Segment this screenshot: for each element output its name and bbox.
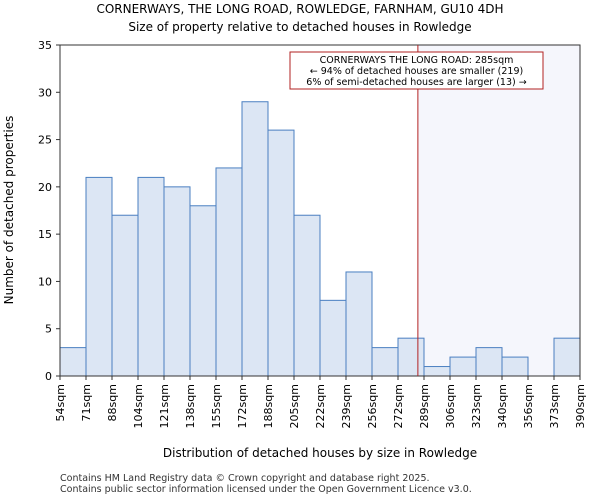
bar	[345, 271, 373, 377]
bar	[293, 214, 321, 377]
bar	[163, 186, 191, 377]
chart-title: CORNERWAYS, THE LONG ROAD, ROWLEDGE, FAR…	[96, 2, 503, 16]
x-tick-label: 205sqm	[288, 384, 301, 428]
bar	[449, 356, 477, 377]
x-tick-label: 323sqm	[470, 384, 483, 428]
y-tick-label: 5	[45, 323, 52, 336]
y-tick-label: 15	[38, 228, 52, 241]
x-tick-label: 138sqm	[184, 384, 197, 428]
x-tick-label: 373sqm	[548, 384, 561, 428]
bar	[111, 214, 139, 377]
highlight-region	[417, 45, 580, 376]
plot-area: 0 5 10 15 20 25 30 35 54sqm 71sqm 88sqm 104sqm 121sq…	[38, 39, 587, 428]
y-axis-label: Number of detached properties	[2, 116, 16, 305]
x-tick-label: 356sqm	[522, 384, 535, 428]
bar	[319, 299, 347, 377]
bar	[371, 347, 399, 377]
annotation-text: ← 94% of detached houses are smaller (21…	[310, 66, 523, 77]
x-tick-label: 54sqm	[54, 384, 67, 421]
annotation-text: CORNERWAYS THE LONG ROAD: 285sqm	[320, 55, 514, 66]
x-tick-label: 188sqm	[262, 384, 275, 428]
bar	[397, 337, 425, 377]
y-tick-label: 20	[38, 181, 52, 194]
y-tick-label: 30	[38, 86, 52, 99]
bar	[215, 167, 243, 377]
x-tick-label: 155sqm	[210, 384, 223, 428]
x-tick-label: 222sqm	[314, 384, 327, 428]
bar	[475, 347, 503, 377]
x-tick-label: 306sqm	[444, 384, 457, 428]
x-tick-label: 390sqm	[574, 384, 587, 428]
bar	[241, 101, 269, 377]
y-tick-label: 25	[38, 134, 52, 147]
x-tick-label: 121sqm	[158, 384, 171, 428]
bar	[553, 337, 581, 377]
bar	[59, 347, 87, 377]
bar	[85, 176, 113, 377]
x-tick-label: 104sqm	[132, 384, 145, 428]
x-tick-label: 172sqm	[236, 384, 249, 428]
bar	[137, 176, 165, 377]
bar	[189, 205, 217, 377]
x-tick-label: 289sqm	[418, 384, 431, 428]
y-tick-label: 0	[45, 370, 52, 383]
x-tick-label: 71sqm	[80, 384, 93, 421]
x-tick-label: 340sqm	[496, 384, 509, 428]
x-tick-label: 239sqm	[340, 384, 353, 428]
annotation-box	[289, 51, 544, 90]
y-tick-label: 35	[38, 39, 52, 52]
x-tick-label: 272sqm	[392, 384, 405, 428]
chart-subtitle: Size of property relative to detached ho…	[128, 20, 471, 34]
y-tick-label: 10	[38, 275, 52, 288]
x-axis-label: Distribution of detached houses by size …	[163, 446, 477, 460]
footer-attribution-2: Contains public sector information licen…	[60, 484, 472, 495]
bar	[423, 366, 451, 377]
x-tick-label: 256sqm	[366, 384, 379, 428]
x-tick-label: 88sqm	[106, 384, 119, 421]
bar	[267, 129, 295, 377]
bar	[501, 356, 529, 377]
footer-attribution-1: Contains HM Land Registry data © Crown c…	[60, 473, 430, 484]
annotation-text: 6% of semi-detached houses are larger (1…	[306, 77, 526, 88]
